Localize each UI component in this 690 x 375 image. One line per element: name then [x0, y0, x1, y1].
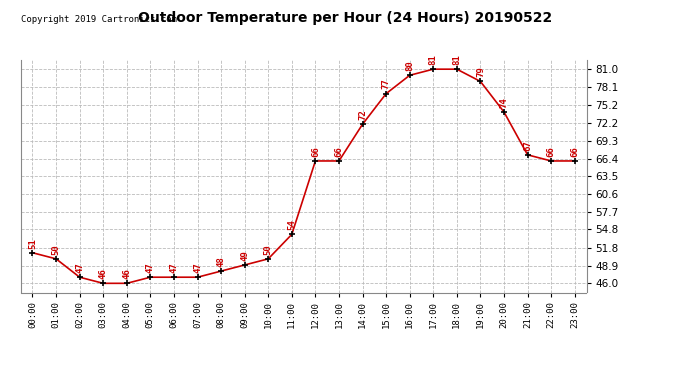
Text: 79: 79: [476, 66, 485, 77]
Text: 47: 47: [75, 262, 84, 273]
Text: 48: 48: [217, 256, 226, 267]
Text: 80: 80: [405, 60, 414, 71]
Text: 81: 81: [428, 54, 437, 65]
Text: 66: 66: [570, 146, 579, 157]
Text: 72: 72: [358, 110, 367, 120]
Text: 46: 46: [99, 268, 108, 279]
Text: 50: 50: [52, 244, 61, 255]
Text: 66: 66: [335, 146, 344, 157]
Text: 47: 47: [146, 262, 155, 273]
Text: 67: 67: [523, 140, 532, 151]
Text: 50: 50: [264, 244, 273, 255]
Text: 47: 47: [193, 262, 202, 273]
Text: 47: 47: [170, 262, 179, 273]
Text: Copyright 2019 Cartronics.com: Copyright 2019 Cartronics.com: [21, 15, 177, 24]
Text: 77: 77: [382, 79, 391, 90]
Text: 66: 66: [546, 146, 555, 157]
Text: 54: 54: [287, 219, 296, 230]
Text: 74: 74: [500, 97, 509, 108]
Text: 66: 66: [311, 146, 320, 157]
Text: 81: 81: [453, 54, 462, 65]
Text: Outdoor Temperature per Hour (24 Hours) 20190522: Outdoor Temperature per Hour (24 Hours) …: [138, 11, 552, 25]
Text: Temperature (°F): Temperature (°F): [540, 31, 640, 40]
Text: 46: 46: [122, 268, 131, 279]
Text: 49: 49: [240, 250, 249, 261]
Text: 51: 51: [28, 238, 37, 249]
